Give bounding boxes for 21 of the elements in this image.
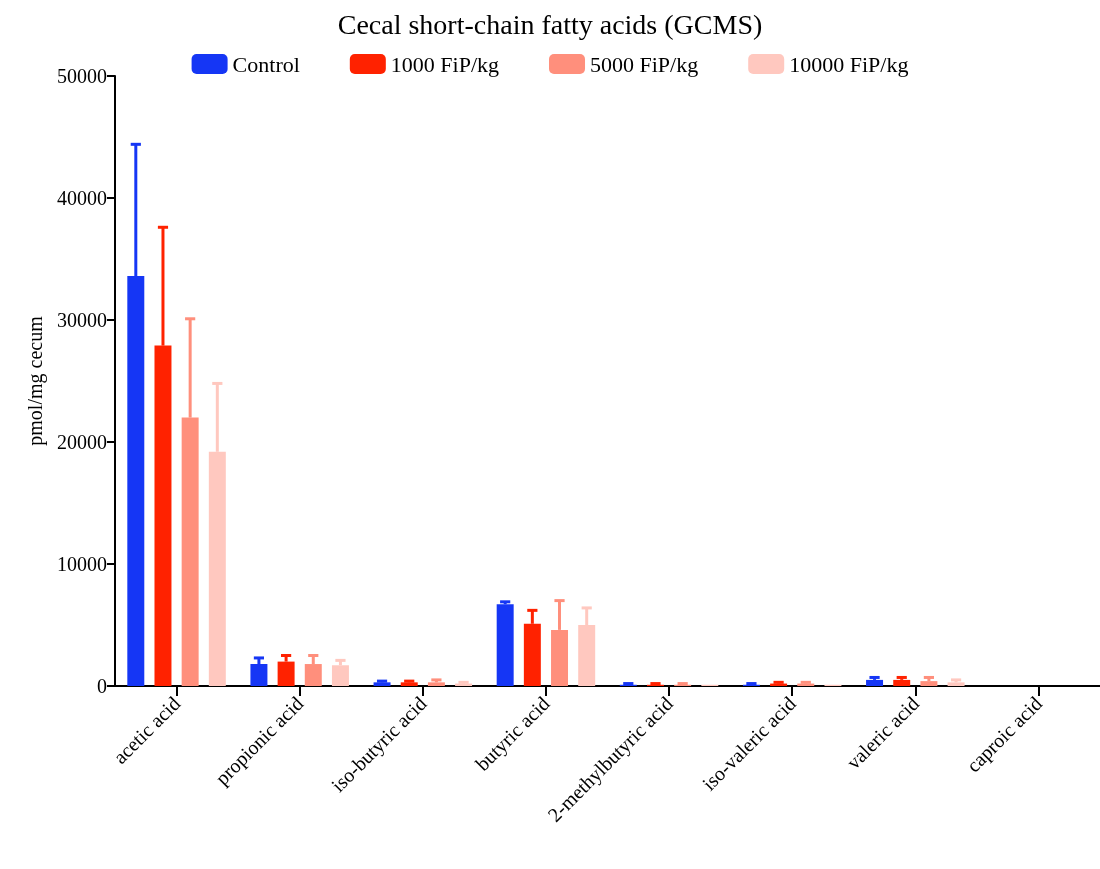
legend-label: 1000 FiP/kg <box>390 51 500 77</box>
bar <box>331 665 349 686</box>
y-tick-label: 0 <box>97 675 107 697</box>
y-tick-label: 10000 <box>57 553 107 575</box>
bar <box>496 604 514 686</box>
bar <box>893 679 911 686</box>
legend-label: 10000 FiP/kg <box>789 51 909 77</box>
bar <box>947 682 965 686</box>
bar <box>400 682 418 686</box>
chart-title: Cecal short-chain fatty acids (GCMS) <box>337 8 763 40</box>
bar <box>920 681 938 686</box>
bar <box>866 679 884 686</box>
y-tick-label: 30000 <box>57 309 107 331</box>
legend-label: 5000 FiP/kg <box>590 51 699 77</box>
bar <box>427 682 445 686</box>
y-axis-title: pmol/mg cecum <box>24 315 47 446</box>
bar <box>277 661 295 686</box>
y-tick-label: 50000 <box>57 65 107 87</box>
y-tick-label: 40000 <box>57 187 107 209</box>
y-tick-label: 20000 <box>57 431 107 453</box>
legend-label: Control <box>232 51 300 77</box>
